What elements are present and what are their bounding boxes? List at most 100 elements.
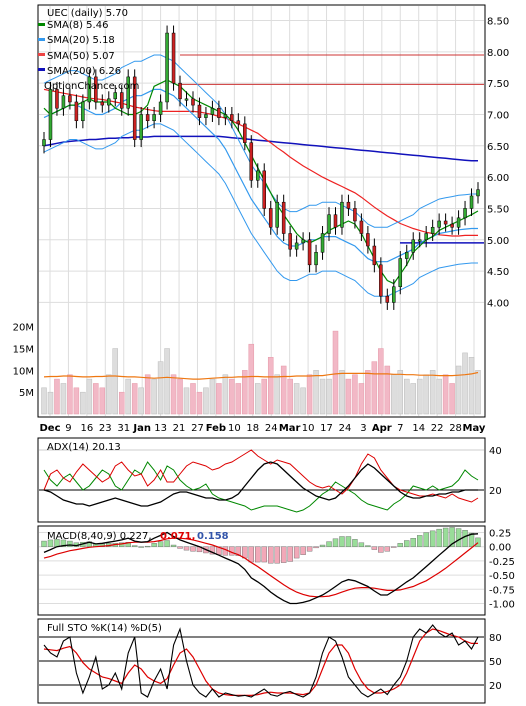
macd-histogram-bar <box>326 541 332 547</box>
price-tick-label: 7.50 <box>487 79 509 90</box>
stoch-tick-label: 50 <box>489 657 502 668</box>
candle-body <box>379 264 383 297</box>
candle-body <box>68 95 72 103</box>
candle-body <box>288 233 292 250</box>
volume-bar <box>67 374 73 415</box>
x-tick-label: 24 <box>339 423 352 434</box>
macd-histogram-bar <box>475 537 481 547</box>
volume-bar <box>436 378 442 415</box>
candle-body <box>204 114 208 118</box>
adx-title: ADX(14) 20.13 <box>47 442 121 453</box>
candle-body <box>366 233 370 247</box>
x-tick-label: Jan <box>132 423 151 434</box>
macd-histogram-bar <box>417 535 423 547</box>
volume-bar <box>196 391 203 415</box>
macd-histogram-bar <box>235 546 242 557</box>
candle-body <box>74 101 79 122</box>
macd-tick-label: 0.00 <box>489 543 511 554</box>
volume-layer <box>41 330 481 415</box>
volume-bar <box>429 370 436 415</box>
volume-bar <box>164 348 170 415</box>
macd-histogram-bar <box>119 542 125 547</box>
macd-histogram-bar <box>358 542 365 547</box>
candle-body <box>256 170 260 181</box>
volume-tick-label: 20M <box>13 323 34 334</box>
candle-body <box>424 233 428 241</box>
x-tick-label: 10 <box>302 423 315 434</box>
volume-bar <box>177 378 183 415</box>
x-tick-label: 22 <box>431 423 444 434</box>
macd-histogram-bar <box>436 528 442 547</box>
macd-tick-label: 0.25 <box>489 529 511 540</box>
volume-bar <box>449 383 455 415</box>
candle-body <box>327 214 331 234</box>
volume-bar <box>216 383 222 415</box>
candle-body <box>437 220 441 228</box>
macd-histogram-bar <box>300 546 306 555</box>
candle-body <box>145 114 150 122</box>
volume-bar <box>151 378 157 415</box>
x-tick-label: 10 <box>228 423 241 434</box>
volume-bar <box>378 348 384 415</box>
x-tick-label: 31 <box>117 423 130 434</box>
x-tick-label: Feb <box>206 423 226 434</box>
macd-histogram-bar <box>365 545 371 547</box>
candle-body <box>210 107 215 115</box>
candle-body <box>132 76 137 140</box>
candle-body <box>294 242 299 250</box>
candle-body <box>61 95 66 109</box>
volume-bar <box>144 374 151 415</box>
volume-bar <box>112 348 119 415</box>
volume-bar <box>365 370 371 415</box>
volume-bar <box>319 378 326 415</box>
legend-swatch-sma8 <box>38 23 45 26</box>
macd-histogram-bar <box>280 546 287 563</box>
price-tick-label: 7.00 <box>487 110 509 121</box>
macd-histogram-bar <box>164 540 170 547</box>
x-tick-label: Apr <box>372 423 392 434</box>
candle-body <box>417 239 422 242</box>
macd-histogram-bar <box>410 538 416 547</box>
macd-histogram-bar <box>468 532 475 547</box>
macd-histogram-bar <box>183 546 190 551</box>
legend-sma200: SMA(200) 6.26 <box>47 66 121 77</box>
candle-body <box>171 32 176 84</box>
adx-line <box>43 461 478 507</box>
candle-body <box>398 258 403 288</box>
candle-body <box>217 107 221 118</box>
candle-body <box>314 252 318 266</box>
macd-tick-label: -1.00 <box>489 599 515 610</box>
macd-histogram-bar <box>371 546 378 550</box>
volume-bar <box>86 378 93 415</box>
macd-histogram-bar <box>378 546 384 553</box>
volume-bar <box>403 378 410 415</box>
candle-body <box>249 142 254 181</box>
volume-bar <box>384 365 391 415</box>
macd-tick-label: -0.50 <box>489 571 515 582</box>
candle-body <box>262 170 266 209</box>
candle-body <box>320 233 325 253</box>
candle-body <box>107 98 111 106</box>
x-tick-label: Mar <box>279 423 301 434</box>
candle-body <box>404 252 409 259</box>
volume-bar <box>183 387 190 415</box>
macd-tick-label: -0.25 <box>489 557 515 568</box>
volume-bar <box>358 383 365 415</box>
macd-histogram-bar <box>462 530 468 547</box>
volume-bar <box>209 378 216 415</box>
volume-bar <box>410 383 416 415</box>
macd-signal-line <box>43 537 479 598</box>
volume-bar <box>138 387 144 415</box>
volume-bar <box>332 330 339 415</box>
macd-histogram-bar <box>287 546 293 562</box>
stoch-tick-label: 20 <box>489 681 502 692</box>
volume-bar <box>190 383 196 415</box>
candle-body <box>223 114 228 118</box>
candle-body <box>346 201 351 209</box>
macd-histogram-bar <box>274 546 280 564</box>
candle-body <box>268 208 273 228</box>
macd-histogram-bar <box>384 546 391 552</box>
candle-body <box>87 76 92 103</box>
candle-body <box>411 239 415 253</box>
